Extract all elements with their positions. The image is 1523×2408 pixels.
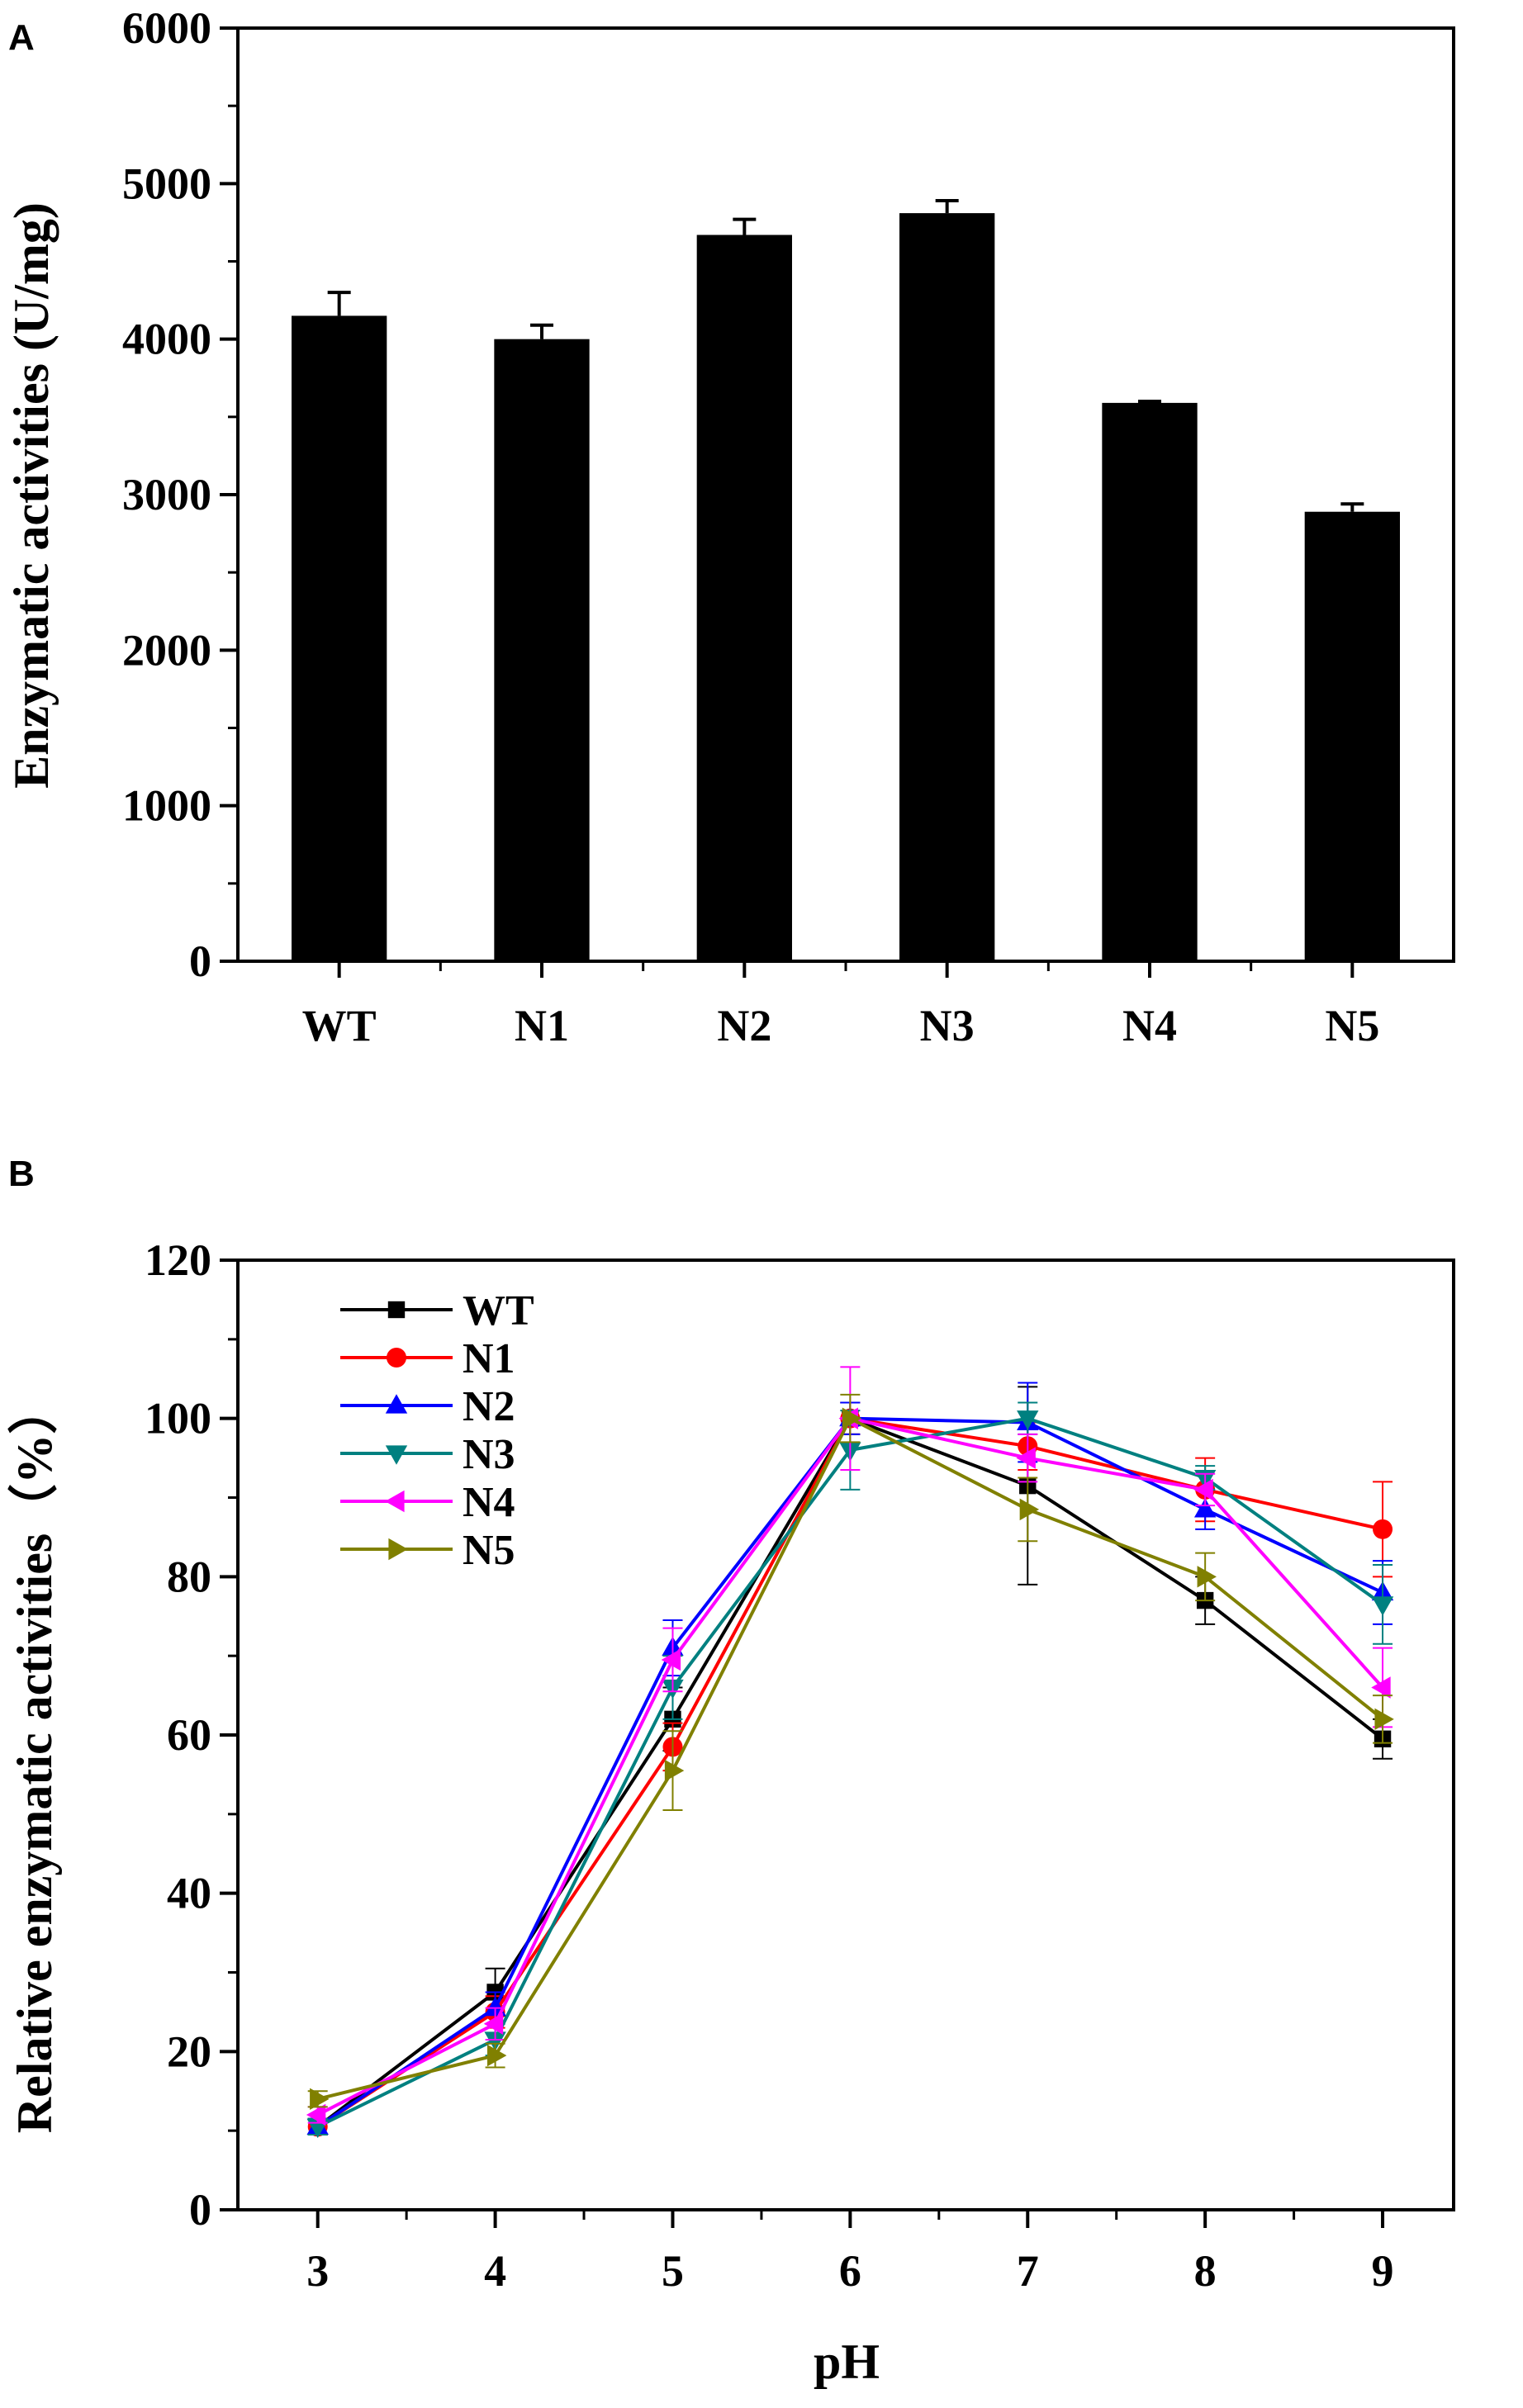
legend-label-n5: N5 [463, 1527, 515, 1574]
data-point-n5 [842, 1407, 862, 1429]
data-point-n5 [1019, 1498, 1040, 1521]
panel-a-x-tick-label: N1 [515, 1001, 569, 1050]
data-point-n5 [310, 2088, 330, 2111]
bar-n2 [696, 235, 792, 961]
panel-a-x-tick-label: WT [302, 1001, 377, 1050]
panel-b-x-tick-label: 7 [1017, 2246, 1039, 2296]
legend-marker-n1 [387, 1348, 406, 1368]
panel-a-y-axis: 0 1000 2000 3000 4000 5000 6000 [122, 3, 238, 986]
legend-label-n4: N4 [463, 1479, 515, 1526]
bar-n4 [1102, 402, 1198, 962]
panel-b-series [306, 1366, 1394, 2139]
panel-a-x-tick-label: N3 [920, 1001, 975, 1050]
legend-label-n2: N2 [463, 1383, 515, 1430]
legend-item-n4: N4 [340, 1479, 515, 1526]
panel-a-y-tick-label: 6000 [122, 3, 211, 53]
legend-marker-wt [387, 1301, 406, 1319]
data-point-n1 [1373, 1519, 1393, 1539]
panel-b-label: B [8, 1154, 35, 1194]
series-n5 [307, 1393, 1394, 2111]
data-point-n4 [483, 2012, 504, 2035]
panel-a-y-tick-label: 1000 [122, 781, 211, 831]
legend-item-wt: WT [340, 1287, 534, 1334]
panel-b-x-tick-label: 9 [1372, 2246, 1394, 2296]
panel-a-y-tick-label: 4000 [122, 315, 211, 364]
panel-a-x-tick-label: N5 [1325, 1001, 1379, 1050]
panel-a-y-tick-label: 2000 [122, 625, 211, 675]
panel-b-x-tick-label: 6 [839, 2246, 861, 2296]
bar-wt [292, 315, 387, 962]
panel-a-x-tick-label: N4 [1122, 1001, 1177, 1050]
panel-b-x-tick-label: 3 [306, 2246, 329, 2296]
bar-n5 [1304, 511, 1400, 961]
panel-b-x-tick-label: 4 [484, 2246, 506, 2296]
data-point-n5 [664, 1759, 685, 1782]
legend-item-n2: N2 [340, 1383, 515, 1430]
data-point-n4 [1371, 1676, 1391, 1699]
panel-a-plot-frame [236, 26, 1455, 963]
panel-a-label: A [8, 17, 35, 58]
panel-a-y-tick-label: 3000 [122, 470, 211, 519]
legend-marker-n2 [385, 1394, 408, 1414]
legend-label-n1: N1 [463, 1335, 515, 1382]
panel-b-y-tick-label: 100 [145, 1394, 211, 1443]
legend-marker-n3 [385, 1445, 408, 1465]
panel-a-x-axis: WT N1 N2 N3 N4 N5 [302, 961, 1379, 1050]
panel-b-y-tick-label: 80 [167, 1552, 211, 1601]
legend-label-wt: WT [463, 1287, 534, 1334]
panel-a-bars [292, 199, 1400, 962]
data-point-n2 [1193, 1498, 1217, 1518]
panel-b-x-axis-title: pH [814, 2335, 880, 2389]
legend-item-n1: N1 [340, 1335, 515, 1382]
panel-a-bar-chart: A 0 1000 2000 3000 4000 5000 6000 WT N1 N2 N3 N4 N5… [4, 3, 1455, 1050]
panel-a-y-tick-label: 5000 [122, 159, 211, 208]
bar-n3 [899, 213, 995, 961]
data-point-n4 [661, 1648, 681, 1671]
legend-label-n3: N3 [463, 1431, 515, 1478]
panel-b-y-tick-label: 120 [145, 1235, 211, 1285]
panel-b-x-axis: 3 4 5 6 7 8 9 [306, 2210, 1394, 2296]
data-point-n3 [484, 2031, 506, 2051]
legend-item-n3: N3 [340, 1431, 515, 1478]
data-point-n5 [1374, 1708, 1394, 1731]
legend-marker-n4 [385, 1490, 405, 1513]
legend-item-n5: N5 [340, 1527, 515, 1574]
panel-b-y-tick-label: 60 [167, 1710, 211, 1760]
panel-b-x-tick-label: 8 [1194, 2246, 1217, 2296]
data-point-n5 [486, 2044, 507, 2067]
panel-a-y-tick-label: 0 [189, 936, 211, 986]
legend-marker-n5 [388, 1538, 408, 1561]
data-point-n4 [306, 2103, 326, 2126]
panel-b-y-axis: 0 20 40 60 80 100 120 [145, 1235, 238, 2235]
panel-b-y-tick-label: 20 [167, 2026, 211, 2076]
panel-b-y-tick-label: 0 [189, 2185, 211, 2235]
panel-b-y-axis-title: Relative enzymatic activities（%） [7, 1385, 62, 2133]
panel-a-y-axis-title: Enzymatic activities (U/mg) [4, 202, 59, 789]
bar-n1 [494, 339, 590, 962]
data-point-n3 [1371, 1596, 1394, 1616]
data-point-n4 [1016, 1447, 1036, 1469]
panel-a-x-tick-label: N2 [717, 1001, 771, 1050]
panel-b-x-tick-label: 5 [662, 2246, 684, 2296]
data-point-n3 [1017, 1410, 1039, 1430]
data-point-n5 [1197, 1566, 1217, 1588]
data-point-n4 [1193, 1478, 1213, 1501]
panel-b-y-tick-label: 40 [167, 1869, 211, 1918]
